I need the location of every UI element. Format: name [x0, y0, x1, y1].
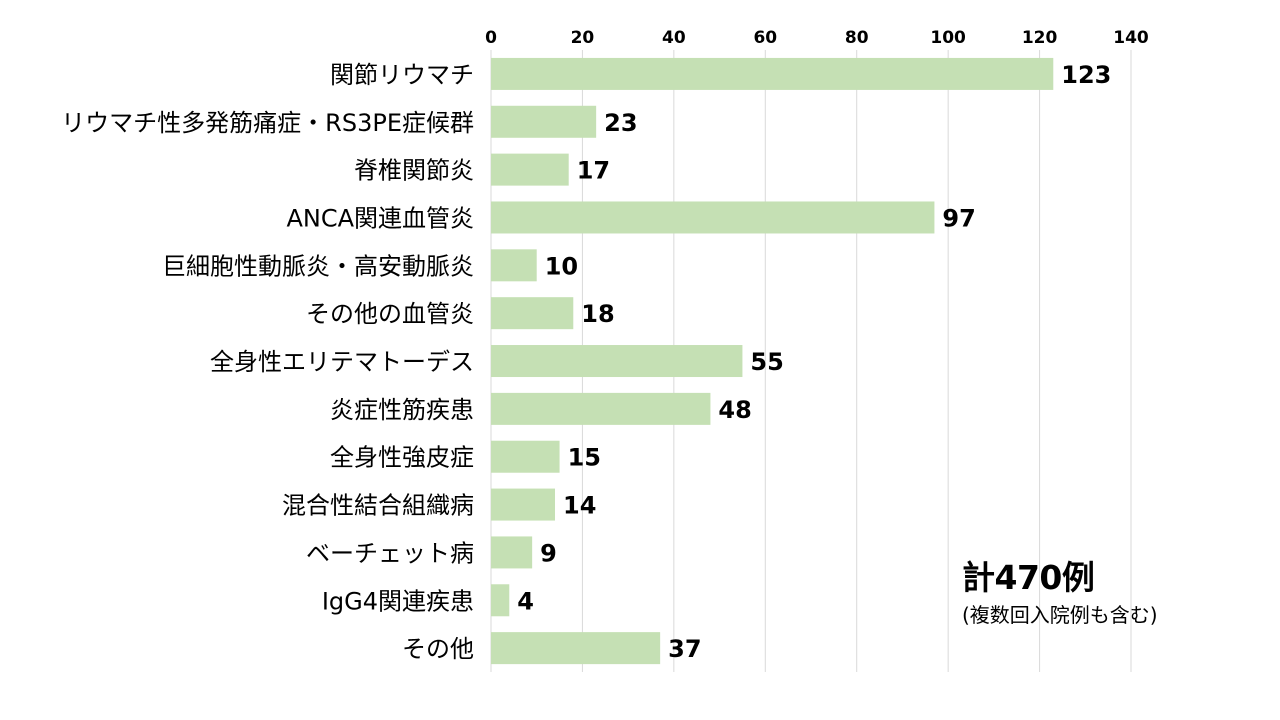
bar [491, 345, 743, 378]
data-label: 9 [540, 539, 557, 567]
bar [491, 488, 555, 521]
data-label: 10 [545, 252, 578, 280]
x-tick-label: 40 [662, 28, 686, 48]
x-tick-label: 20 [571, 28, 595, 48]
x-tick-label: 140 [1113, 28, 1149, 48]
data-label: 37 [668, 635, 701, 663]
data-label: 15 [568, 444, 601, 472]
data-label: 123 [1061, 61, 1111, 89]
x-tick-label: 120 [1022, 28, 1058, 48]
category-label: 全身性エリテマトーデス [210, 348, 474, 376]
bar [491, 632, 661, 665]
x-tick-label: 60 [753, 28, 777, 48]
data-label: 18 [581, 300, 614, 328]
data-label: 48 [718, 396, 751, 424]
data-label: 97 [942, 204, 975, 232]
category-label: 関節リウマチ [330, 61, 474, 89]
category-label: ANCA関連血管炎 [286, 204, 474, 232]
total-annotation: 計470例 (複数回入院例も含む) [962, 558, 1158, 628]
category-label: その他の血管炎 [306, 300, 474, 328]
data-label: 4 [517, 587, 534, 615]
bar [491, 105, 597, 138]
bar [491, 536, 533, 569]
data-label: 55 [750, 348, 783, 376]
x-tick-label: 0 [485, 28, 497, 48]
x-tick-label: 80 [845, 28, 869, 48]
bar [491, 440, 560, 473]
category-label: 巨細胞性動脈炎・高安動脈炎 [162, 252, 474, 280]
bar [491, 297, 574, 330]
x-tick-label: 100 [930, 28, 966, 48]
total-note: (複数回入院例も含む) [962, 603, 1158, 627]
total-count: 計470例 [962, 558, 1095, 597]
category-label: 脊椎関節炎 [354, 157, 474, 185]
category-label: その他 [402, 635, 474, 663]
category-label: IgG4関連疾患 [322, 587, 474, 615]
category-label: 混合性結合組織病 [282, 492, 474, 520]
data-label: 17 [577, 157, 610, 185]
bar [491, 584, 510, 617]
data-label: 14 [563, 492, 596, 520]
bar [491, 201, 935, 234]
category-label: ベーチェット病 [306, 539, 474, 567]
bar [491, 392, 711, 425]
data-label: 23 [604, 109, 637, 137]
bar [491, 57, 1054, 90]
bar [491, 153, 569, 186]
bar [491, 249, 537, 282]
category-label: リウマチ性多発筋痛症・RS3PE症候群 [61, 109, 474, 137]
category-label: 炎症性筋疾患 [330, 396, 474, 424]
category-label: 全身性強皮症 [330, 444, 474, 472]
